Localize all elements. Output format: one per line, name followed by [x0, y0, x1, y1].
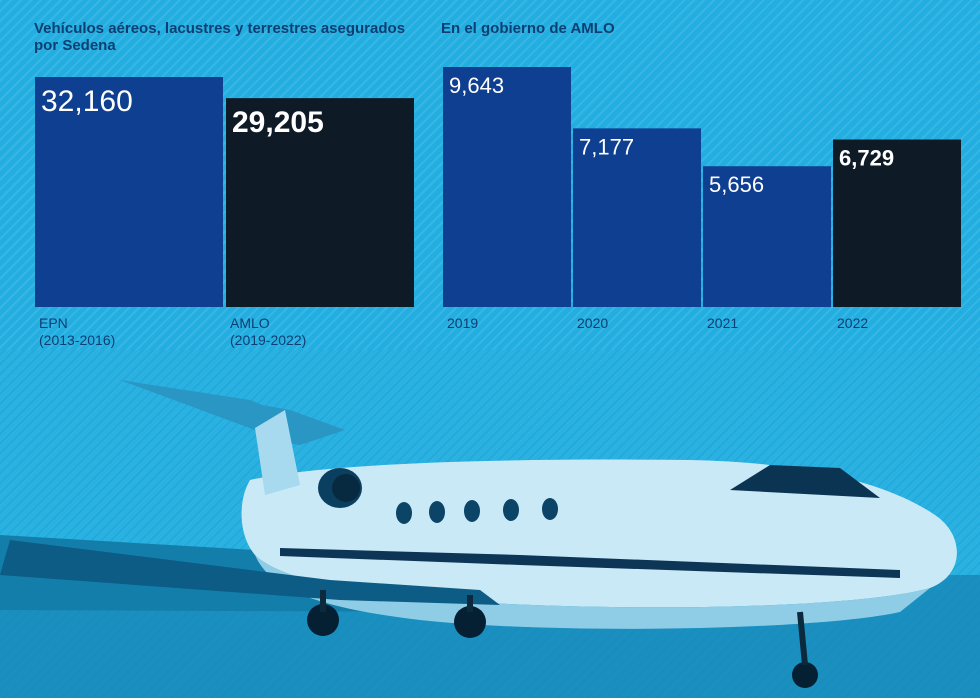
value-label-2-1: 9,643 — [449, 73, 504, 98]
category-label-1-1: EPN (2013-2016) — [39, 315, 116, 348]
chart-title-amlo: En el gobierno de AMLO — [441, 20, 615, 37]
airplane-photo-icon — [0, 350, 980, 698]
category-label-2-1: 2019 — [447, 315, 479, 331]
bar-2-4 — [833, 139, 961, 307]
category-label-1-2: AMLO (2019-2022) — [230, 315, 307, 348]
chart-title-sedena: Vehículos aéreos, lacustres y terrestres… — [34, 20, 406, 54]
category-label-2-4: 2022 — [837, 315, 869, 331]
bar-2-1 — [443, 67, 571, 307]
bar-chart-years: 9,643 7,177 5,656 6,729 — [443, 67, 961, 307]
bar-1-2 — [226, 98, 414, 307]
category-label-2-2: 2020 — [577, 315, 609, 331]
bar-2-2 — [573, 128, 701, 307]
bar-2-3 — [703, 166, 831, 307]
value-label-1-1: 32,160 — [41, 85, 133, 118]
value-label-2-4: 6,729 — [839, 146, 894, 171]
bar-1-1 — [35, 77, 223, 307]
value-label-2-2: 7,177 — [579, 134, 634, 159]
value-label-1-2: 29,205 — [232, 106, 324, 139]
value-label-2-3: 5,656 — [709, 172, 764, 197]
category-label-2-3: 2021 — [707, 315, 739, 331]
bar-chart-sexenios: 32,160 29,205 — [35, 77, 414, 307]
